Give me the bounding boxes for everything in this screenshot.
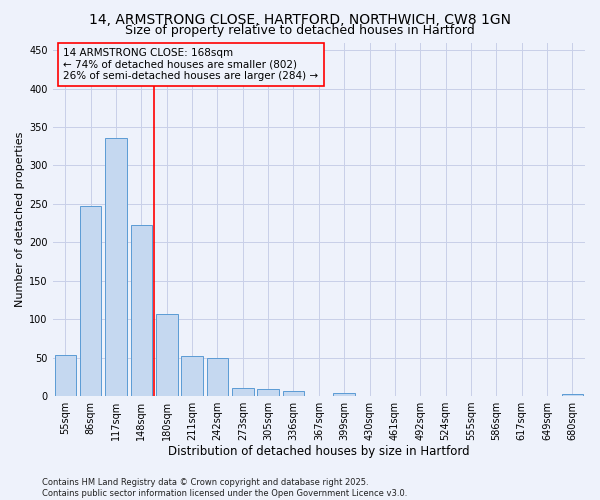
Text: Contains HM Land Registry data © Crown copyright and database right 2025.
Contai: Contains HM Land Registry data © Crown c…	[42, 478, 407, 498]
Bar	[55, 355, 76, 396]
Text: Size of property relative to detached houses in Hartford: Size of property relative to detached ho…	[125, 24, 475, 37]
Bar	[562, 394, 583, 396]
Bar	[131, 226, 152, 396]
Text: 14 ARMSTRONG CLOSE: 168sqm
← 74% of detached houses are smaller (802)
26% of sem: 14 ARMSTRONG CLOSE: 168sqm ← 74% of deta…	[63, 48, 319, 81]
Bar	[181, 356, 203, 396]
Bar	[105, 138, 127, 396]
Bar	[156, 314, 178, 396]
Bar	[334, 393, 355, 396]
Bar	[206, 358, 228, 396]
Bar	[80, 206, 101, 396]
X-axis label: Distribution of detached houses by size in Hartford: Distribution of detached houses by size …	[168, 444, 470, 458]
Bar	[283, 392, 304, 396]
Bar	[232, 388, 254, 396]
Text: 14, ARMSTRONG CLOSE, HARTFORD, NORTHWICH, CW8 1GN: 14, ARMSTRONG CLOSE, HARTFORD, NORTHWICH…	[89, 12, 511, 26]
Bar	[257, 389, 279, 396]
Y-axis label: Number of detached properties: Number of detached properties	[15, 132, 25, 307]
